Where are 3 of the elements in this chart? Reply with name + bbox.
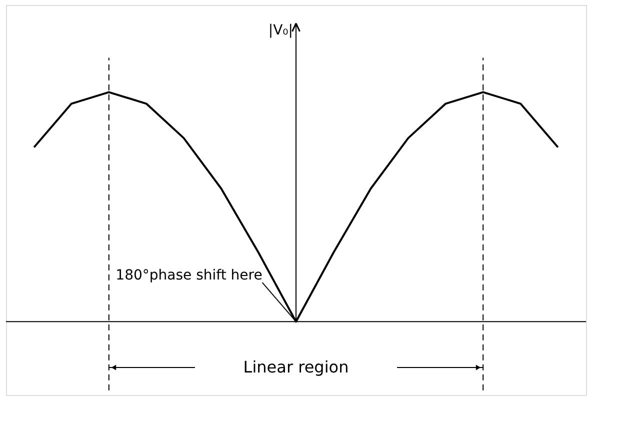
annotation: 180°phase shift here (116, 268, 262, 284)
text: Linear region (243, 357, 349, 376)
y-axis-title: |V₀| (268, 22, 293, 38)
